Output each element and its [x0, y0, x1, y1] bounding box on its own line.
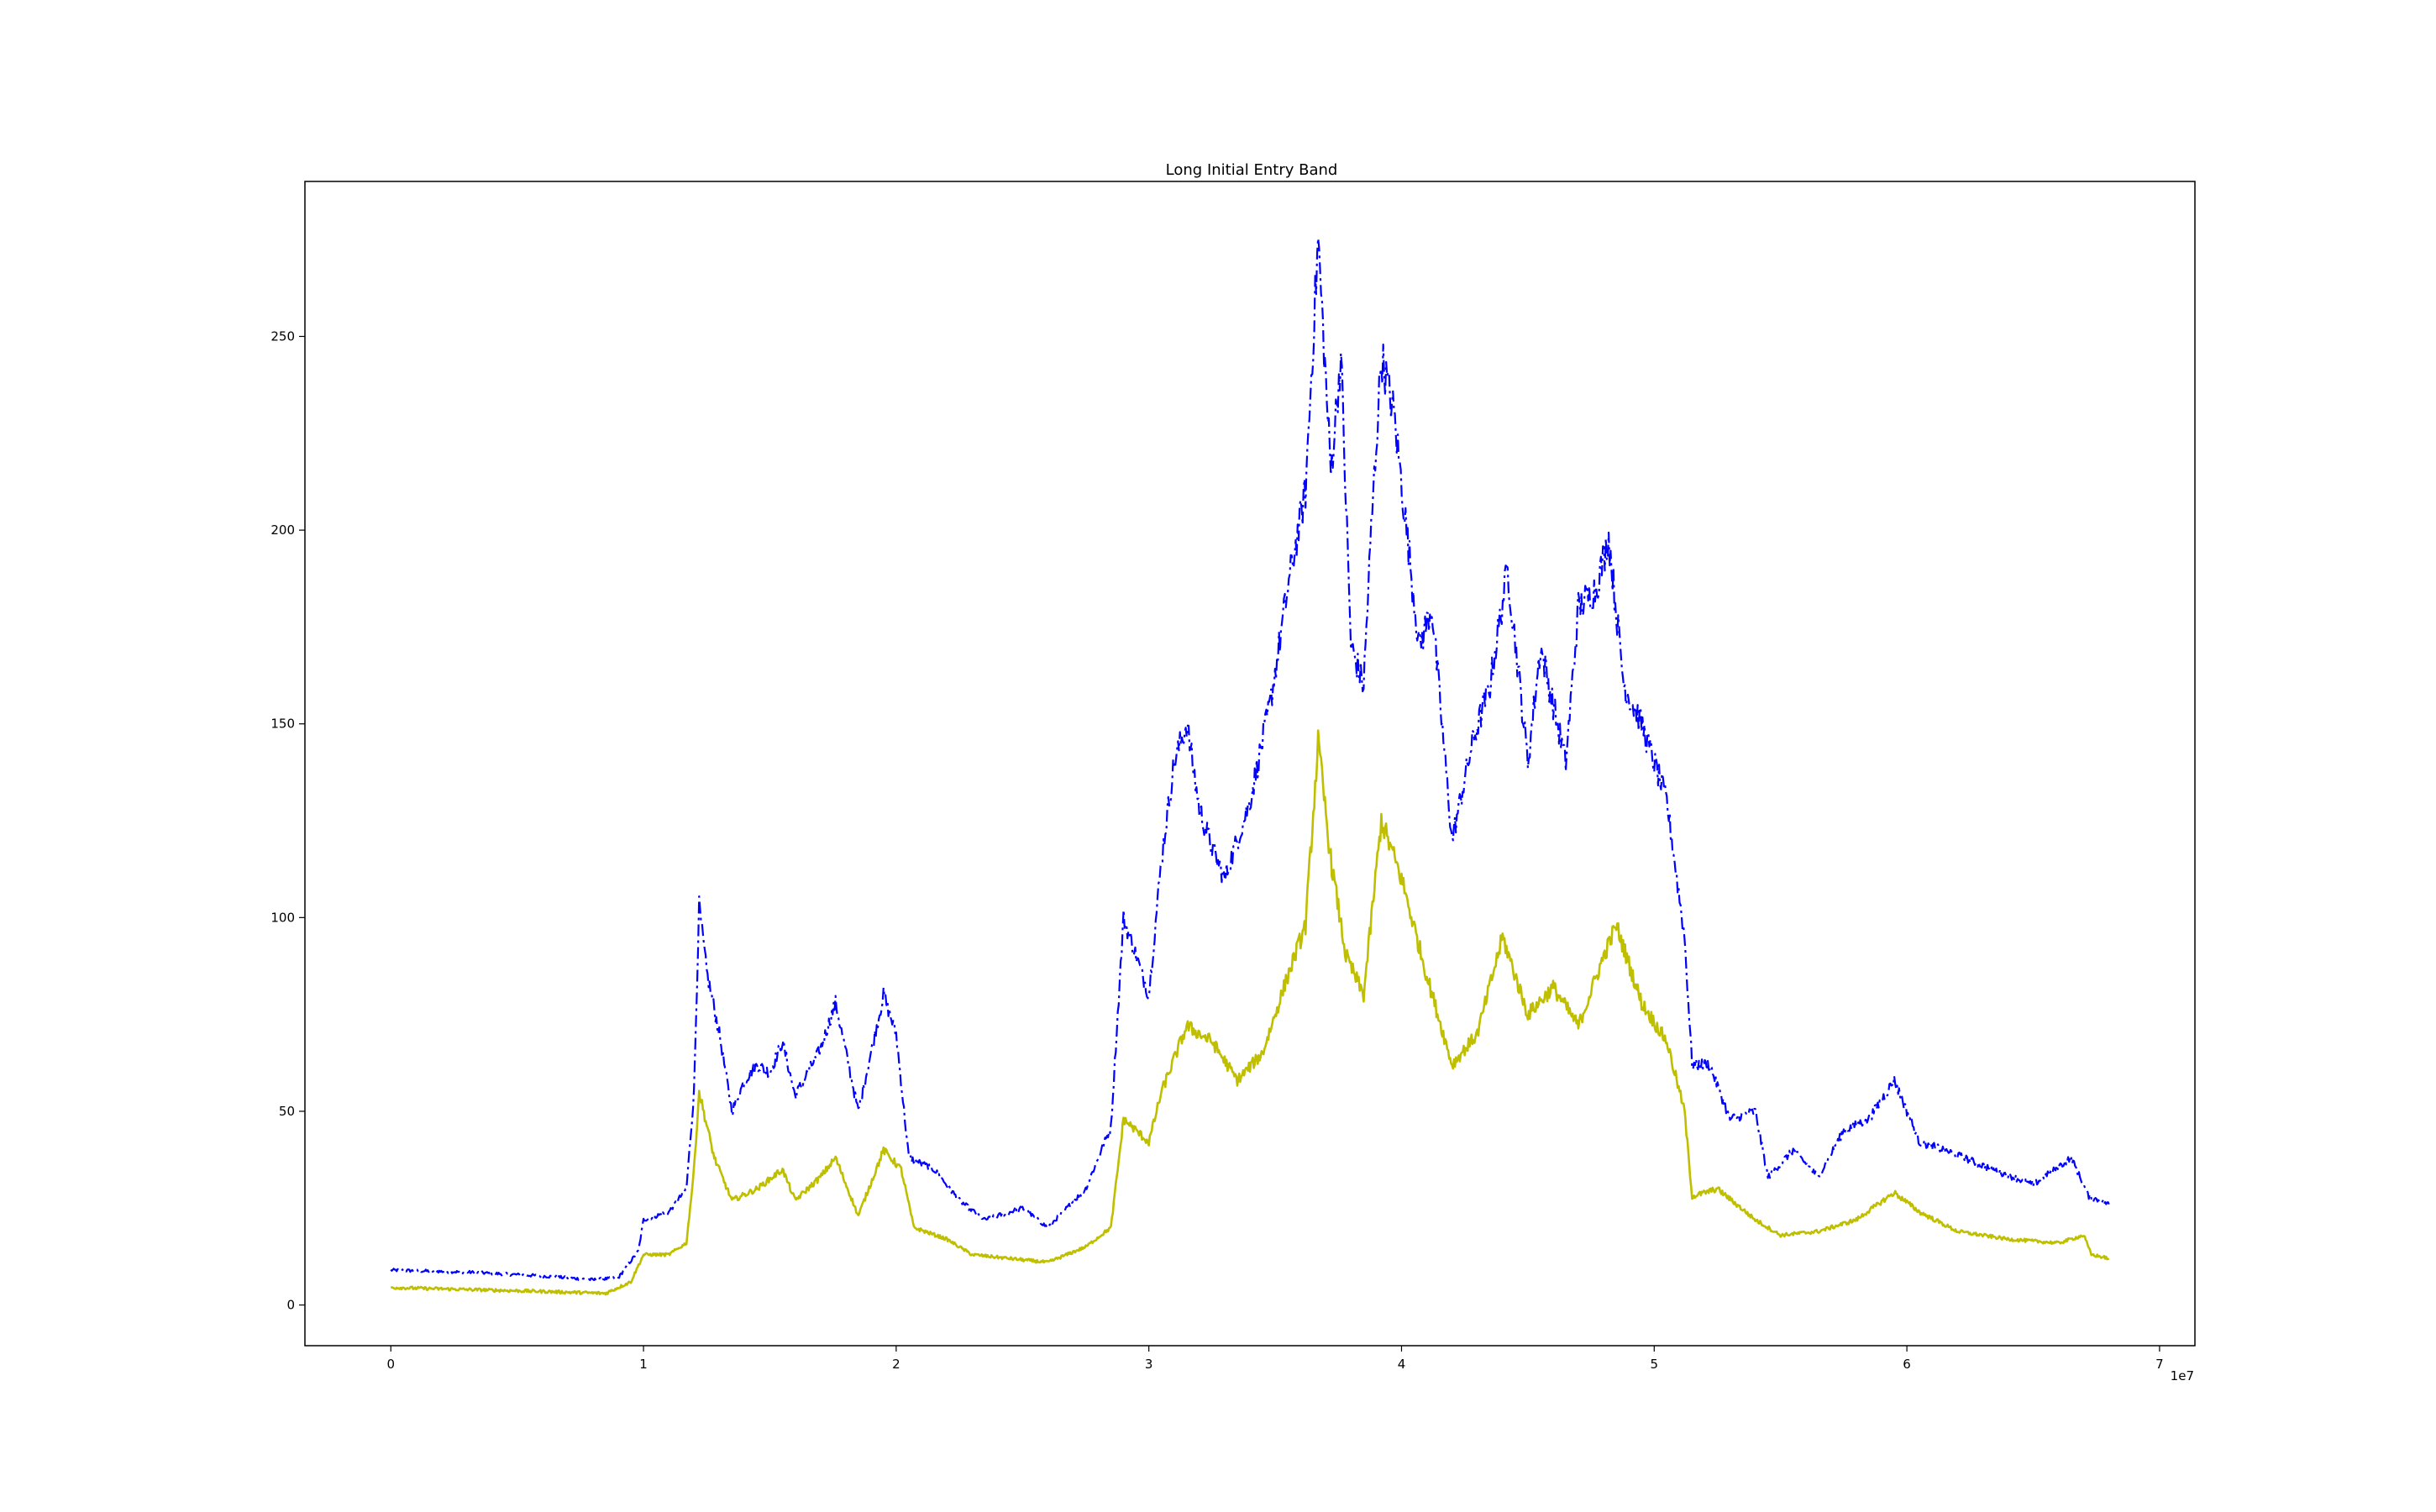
y-tick-label: 0 — [286, 1298, 295, 1313]
y-tick-label: 250 — [270, 328, 295, 344]
y-tick-label: 100 — [270, 910, 295, 925]
x-tick-label: 5 — [1651, 1357, 1659, 1372]
x-tick-label: 7 — [2155, 1357, 2164, 1372]
axis-ticks: 0 1 2 3 4 5 6 7 0 50 100 150 200 250 — [270, 328, 2163, 1372]
y-tick-label: 50 — [279, 1104, 295, 1119]
axes-frame — [304, 181, 2196, 1347]
x-tick-label: 2 — [892, 1357, 900, 1372]
x-tick-label: 4 — [1398, 1357, 1406, 1372]
y-tick-label: 200 — [270, 522, 295, 538]
chart-title: Long Initial Entry Band — [1166, 161, 1338, 179]
series-line-1 — [390, 237, 2110, 1282]
plot-area — [390, 237, 2110, 1296]
x-offset-label: 1e7 — [2171, 1368, 2194, 1383]
x-tick-label: 3 — [1145, 1357, 1153, 1372]
x-tick-label: 0 — [386, 1357, 395, 1372]
series-line-2 — [390, 729, 2110, 1296]
x-tick-label: 6 — [1903, 1357, 1911, 1372]
y-tick-label: 150 — [270, 717, 295, 732]
x-tick-label: 1 — [639, 1357, 648, 1372]
